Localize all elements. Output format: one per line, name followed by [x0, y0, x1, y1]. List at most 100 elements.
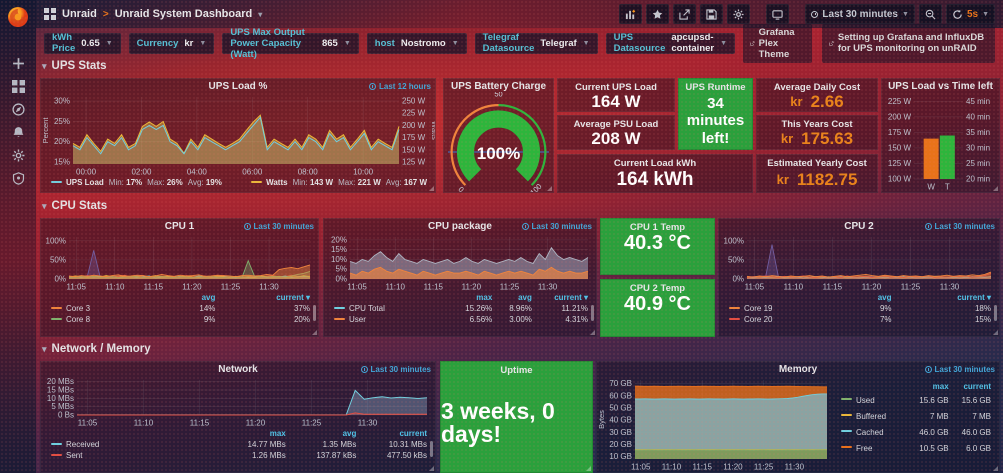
panel-title[interactable]: Estimated Yearly Cost — [767, 158, 867, 169]
legend-row[interactable]: Core 19 9% 18% — [727, 303, 993, 314]
resize-handle[interactable] — [993, 330, 998, 335]
svg-text:20 MBs: 20 MBs — [47, 377, 74, 386]
explore-compass-icon[interactable] — [0, 98, 36, 121]
panel-title[interactable]: Average PSU Load — [573, 119, 659, 130]
svg-text:150 W: 150 W — [402, 145, 426, 154]
resize-handle[interactable] — [993, 186, 998, 191]
variable-host[interactable]: host Nostromo ▼ — [366, 32, 467, 54]
ups-load-vs-time-bar-chart[interactable]: 100 W 125 W 150 W 175 W 200 W 225 W 20 min 25 m… — [882, 92, 999, 192]
row-header-cpu-stats[interactable]: ▾ CPU Stats — [42, 200, 108, 212]
chevron-down-icon[interactable]: ▾ — [258, 9, 263, 19]
resize-handle[interactable] — [547, 186, 552, 191]
cpu2-chart[interactable]: 11:05 11:10 11:15 11:20 11:25 11:30 0% 50% 100% — [719, 232, 999, 292]
panel-title[interactable]: Memory — [778, 364, 818, 375]
panel-title[interactable]: CPU package — [428, 221, 492, 232]
save-button[interactable] — [700, 4, 724, 24]
cpu-package-chart[interactable]: 11:05 11:10 11:15 11:20 11:25 11:30 0%5%10%15%… — [324, 232, 596, 292]
svg-text:11:05: 11:05 — [745, 283, 765, 292]
network-chart[interactable]: 11:05 11:10 11:15 11:20 11:25 11:300 Bs5 MBs1… — [41, 375, 435, 428]
battery-charge-gauge[interactable]: 0 20 50 100 100% — [444, 92, 553, 192]
resize-handle[interactable] — [429, 186, 434, 191]
resize-handle[interactable] — [312, 330, 317, 335]
panel-title[interactable]: Current Load kWh — [613, 158, 697, 169]
panel-title[interactable]: CPU 2 — [844, 221, 874, 232]
configuration-gear-icon[interactable] — [0, 144, 36, 167]
svg-text:11:15: 11:15 — [823, 283, 843, 292]
variable-telegraf-datasource[interactable]: Telegraf Datasource Telegraf ▼ — [474, 32, 598, 54]
panel-title[interactable]: UPS Battery Charge — [450, 81, 547, 92]
legend-header: avg current ▾ — [201, 293, 310, 302]
breadcrumb-app[interactable]: Unraid — [62, 8, 97, 20]
breadcrumb-dashboard[interactable]: Unraid System Dashboard — [114, 8, 253, 20]
legend-memory[interactable]: max current Used 15.6 GB 15.6 GB Buffered 7 MB… — [831, 375, 999, 472]
legend-cpu-package[interactable]: max avg current ▾ CPU Total 15.26% 8.96% 11.21… — [324, 292, 596, 336]
link-grafana-plex-theme[interactable]: Grafana Plex Theme — [743, 23, 813, 63]
legend-row[interactable]: Received 14.77 MBs 1.35 MBs 10.31 MBs — [49, 439, 429, 450]
legend-row[interactable]: Free 10.5 GB 6.0 GB — [839, 440, 993, 456]
svg-text:150 W: 150 W — [888, 143, 912, 152]
panel-title[interactable]: CPU 2 Temp — [629, 283, 686, 294]
svg-text:40 min: 40 min — [966, 112, 990, 121]
dashboard-grid-icon — [44, 8, 56, 20]
legend-row[interactable]: User 6.56% 3.00% 4.31% — [332, 314, 590, 325]
panel-title[interactable]: Network — [218, 364, 258, 375]
legend-row[interactable]: Cached 46.0 GB 46.0 GB — [839, 424, 993, 440]
panel-title[interactable]: Uptime — [500, 365, 533, 376]
legend-cpu2[interactable]: avg current ▾ Core 19 9% 18% Core 20 7% 15% — [719, 292, 999, 336]
settings-gear-icon[interactable] — [727, 4, 751, 24]
legend-item[interactable]: Watts Min: 143 W Max: 221 W Avg: 167 W — [251, 178, 427, 187]
legend-row[interactable]: Core 20 7% 15% — [727, 314, 993, 325]
add-panel-button[interactable] — [619, 4, 643, 24]
legend-row[interactable]: Used 15.6 GB 15.6 GB — [839, 392, 993, 408]
alerting-bell-icon[interactable] — [0, 121, 36, 144]
legend-row[interactable]: Sent 1.26 MBs 137.87 kBs 477.50 kBs — [49, 450, 429, 461]
panel-title[interactable]: Average Daily Cost — [773, 82, 861, 93]
share-button[interactable] — [673, 4, 697, 24]
variable-ups-datasource[interactable]: UPS Datasource apcupsd-container ▼ — [605, 32, 736, 54]
refresh-interval[interactable]: 5s — [966, 8, 979, 20]
legend-row[interactable]: CPU Total 15.26% 8.96% 11.21% — [332, 303, 590, 314]
svg-text:11:05: 11:05 — [78, 419, 98, 428]
refresh-button[interactable]: 5s ▼ — [945, 4, 995, 24]
resize-handle[interactable] — [586, 466, 591, 471]
dashboards-icon[interactable] — [0, 75, 36, 98]
time-range-picker[interactable]: Last 30 minutes ▼ — [805, 4, 915, 24]
plus-icon[interactable] — [0, 52, 36, 75]
svg-text:11:20: 11:20 — [246, 419, 266, 428]
panel-current-load-kwh: Current Load kWh 164 kWh — [557, 154, 753, 193]
server-admin-shield-icon[interactable] — [0, 167, 36, 190]
zoom-out-button[interactable] — [918, 4, 942, 24]
row-header-network-memory[interactable]: ▾ Network / Memory — [42, 343, 151, 355]
tv-kiosk-button[interactable] — [766, 4, 790, 24]
variable-currency[interactable]: Currency kr ▼ — [128, 32, 215, 54]
variable-ups-max-output[interactable]: UPS Max Output Power Capacity (Watt) 865 ▼ — [222, 27, 359, 60]
panel-title[interactable]: UPS Load % — [208, 81, 268, 92]
legend-cpu1[interactable]: avg current ▾ Core 3 14% 37% Core 8 9% 20% — [41, 292, 318, 336]
svg-text:50%: 50% — [50, 255, 66, 264]
ups-load-chart[interactable]: 00:00 02:00 04:00 06:00 08:00 10:00 15% 20% 25% 3… — [41, 92, 435, 177]
row-header-ups-stats[interactable]: ▾ UPS Stats — [42, 60, 107, 72]
panel-title[interactable]: This Years Cost — [781, 119, 853, 130]
panel-title[interactable]: CPU 1 — [164, 221, 195, 232]
memory-chart[interactable]: 11:05 11:10 11:15 11:20 11:25 11:30 10 GB 20 GB… — [597, 375, 831, 472]
panel-this-years-cost: This Years Cost kr 175.63 — [756, 115, 878, 150]
legend-row[interactable]: Core 8 9% 20% — [49, 314, 312, 325]
variable-kwh-price[interactable]: kWh Price 0.65 ▼ — [44, 32, 121, 54]
resize-handle[interactable] — [429, 466, 434, 471]
cpu1-chart[interactable]: 11:05 11:10 11:15 11:20 11:25 11:30 0% 50% 100% — [41, 232, 318, 292]
legend-network[interactable]: max avg current Received 14.77 MBs 1.35 MBs 10… — [41, 428, 435, 472]
resize-handle[interactable] — [993, 466, 998, 471]
grafana-logo[interactable] — [5, 4, 31, 30]
legend-row[interactable]: Buffered 7 MB 7 MB — [839, 408, 993, 424]
panel-title[interactable]: UPS Load vs Time left — [888, 81, 993, 92]
star-button[interactable] — [646, 4, 670, 24]
legend-item[interactable]: UPS Load Min: 17% Max: 26% Avg: 19% — [51, 178, 222, 187]
legend-ups-load[interactable]: UPS Load Min: 17% Max: 26% Avg: 19% Watts Min… — [49, 177, 429, 188]
panel-title[interactable]: CPU 1 Temp — [629, 222, 686, 233]
panel-title[interactable]: Current UPS Load — [575, 82, 657, 93]
panel-cpu1-temp: CPU 1 Temp 40.3 °C — [600, 218, 715, 275]
legend-row[interactable]: Core 3 14% 37% — [49, 303, 312, 314]
resize-handle[interactable] — [590, 330, 595, 335]
panel-title[interactable]: UPS Runtime — [685, 82, 746, 93]
link-ups-monitoring-guide[interactable]: Setting up Grafana and InfluxDB for UPS … — [822, 23, 995, 63]
